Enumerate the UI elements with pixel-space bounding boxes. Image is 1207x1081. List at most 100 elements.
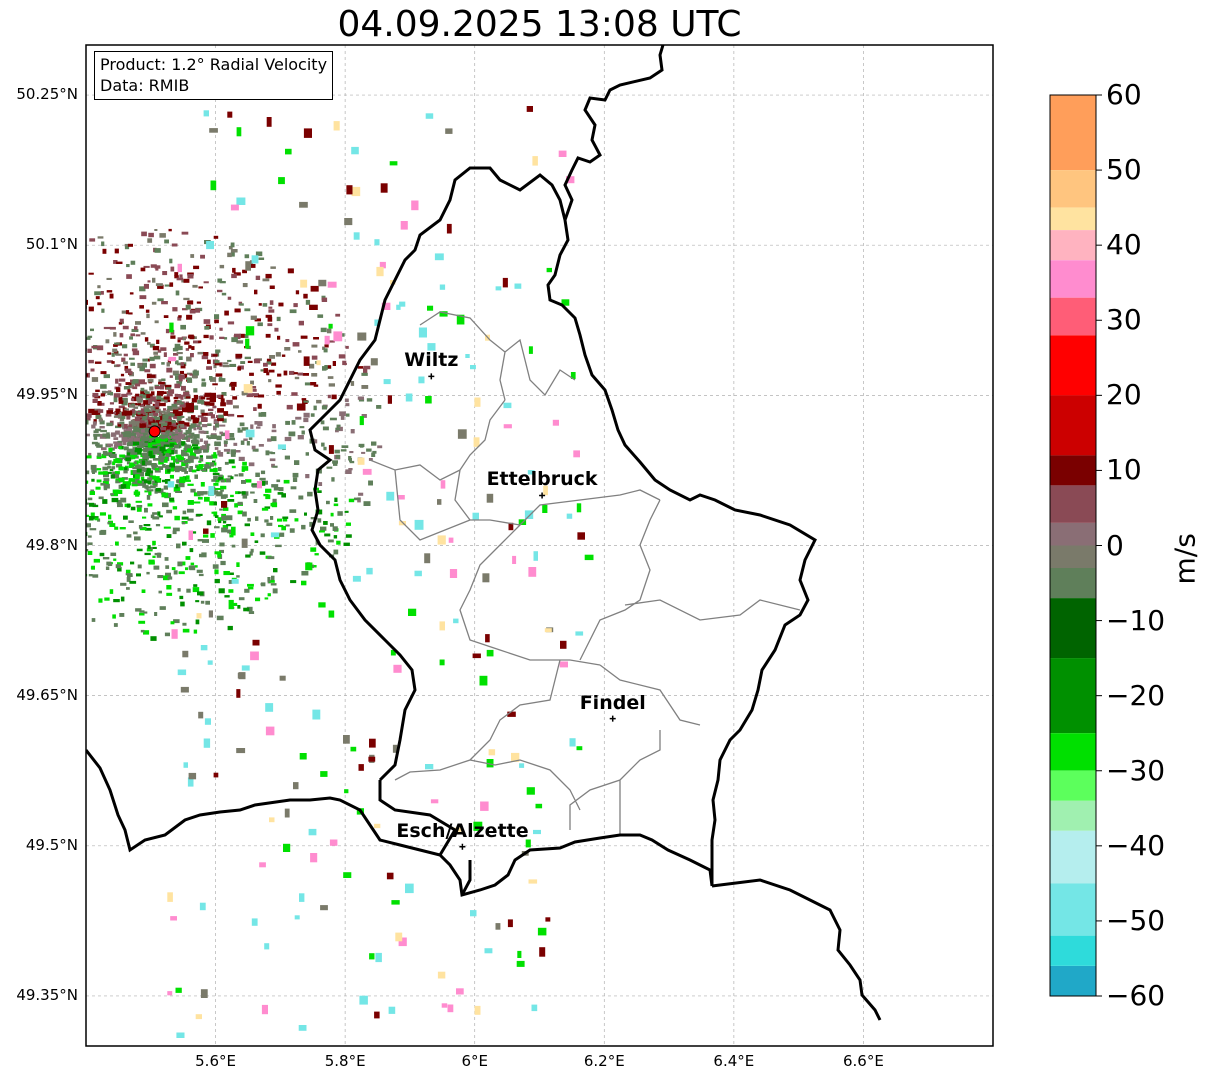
echo-pixel	[113, 260, 118, 264]
echo-pixel	[560, 640, 567, 649]
echo-pixel	[215, 423, 220, 428]
echo-pixel	[335, 454, 340, 459]
echo-pixel	[10, 466, 16, 470]
echo-pixel	[437, 971, 446, 979]
echo-pixel	[154, 416, 161, 421]
echo-pixel	[225, 515, 233, 521]
colorbar-band	[1050, 95, 1096, 171]
echo-pixel	[220, 485, 227, 490]
echo-pixel	[115, 413, 120, 418]
echo-pixel	[357, 457, 365, 465]
echo-pixel	[132, 350, 140, 356]
echo-pixel	[135, 447, 142, 452]
echo-pixel	[131, 348, 138, 352]
echo-pixel	[238, 597, 245, 601]
echo-pixel	[31, 572, 34, 577]
echo-pixel	[43, 343, 50, 346]
echo-pixel	[484, 948, 493, 954]
echo-pixel	[227, 111, 233, 118]
echo-pixel	[368, 480, 373, 486]
echo-pixel	[168, 356, 177, 362]
echo-pixel	[212, 383, 218, 386]
echo-pixel	[37, 554, 44, 557]
echo-pixel	[172, 347, 179, 352]
echo-pixel	[168, 421, 172, 426]
echo-pixel	[268, 306, 273, 309]
echo-pixel	[129, 462, 136, 467]
echo-pixel	[154, 612, 158, 616]
lat-tick-label: 49.35°N	[16, 985, 78, 1004]
echo-pixel	[57, 409, 60, 414]
echo-pixel	[154, 465, 158, 468]
echo-pixel	[359, 995, 368, 1005]
echo-pixel	[353, 232, 360, 240]
colorbar-tick-label: 30	[1106, 303, 1142, 337]
echo-pixel	[147, 460, 152, 464]
echo-pixel	[191, 469, 197, 473]
echo-pixel	[94, 517, 99, 521]
echo-pixel	[63, 568, 68, 570]
echo-pixel	[199, 902, 206, 911]
echo-pixel	[252, 388, 257, 392]
echo-pixel	[207, 412, 213, 416]
echo-pixel	[219, 281, 226, 284]
echo-pixel	[127, 574, 133, 577]
echo-pixel	[376, 266, 384, 277]
echo-pixel	[305, 452, 309, 456]
echo-pixel	[0, 304, 4, 309]
echo-pixel	[204, 401, 211, 406]
echo-pixel	[125, 457, 132, 462]
echo-pixel	[508, 522, 514, 531]
echo-pixel	[186, 356, 192, 362]
echo-pixel	[31, 431, 37, 433]
echo-pixel	[449, 569, 458, 578]
echo-pixel	[293, 782, 299, 790]
echo-pixel	[139, 612, 145, 616]
echo-pixel	[139, 305, 144, 309]
echo-pixel	[220, 402, 226, 407]
echo-pixel	[357, 366, 364, 369]
echo-pixel	[78, 349, 83, 351]
echo-pixel	[200, 417, 208, 422]
echo-pixel	[176, 400, 182, 403]
echo-pixel	[33, 323, 36, 328]
echo-pixel	[141, 439, 148, 443]
echo-pixel	[8, 450, 12, 453]
echo-pixel	[46, 361, 52, 364]
echo-pixel	[154, 229, 158, 231]
echo-pixel	[126, 461, 131, 465]
echo-pixel	[189, 548, 194, 553]
echo-pixel	[40, 445, 44, 448]
echo-pixel	[130, 454, 134, 458]
echo-pixel	[122, 397, 128, 401]
echo-pixel	[196, 465, 203, 470]
echo-pixel	[247, 517, 251, 522]
echo-pixel	[22, 497, 27, 500]
echo-pixel	[15, 312, 20, 316]
echo-pixel	[333, 331, 343, 342]
echo-pixel	[269, 300, 274, 305]
echo-pixel	[209, 501, 214, 506]
product-info-box: Product: 1.2° Radial Velocity Data: RMIB	[94, 51, 334, 100]
echo-pixel	[245, 261, 251, 271]
echo-pixel	[200, 645, 208, 651]
echo-pixel	[73, 333, 80, 338]
echo-pixel	[136, 397, 141, 401]
colorbar-tick-label: −30	[1106, 753, 1166, 787]
echo-pixel	[245, 326, 255, 336]
echo-pixel	[81, 494, 86, 496]
echo-pixel	[193, 340, 200, 344]
echo-pixel	[212, 405, 217, 409]
echo-pixel	[418, 376, 425, 384]
echo-pixel	[129, 336, 133, 340]
echo-pixel	[495, 286, 502, 291]
echo-pixel	[150, 391, 155, 396]
echo-pixel	[62, 430, 67, 434]
echo-pixel	[163, 396, 170, 400]
echo-pixel	[95, 389, 100, 392]
echo-pixel	[159, 446, 166, 452]
echo-pixel	[439, 621, 445, 631]
echo-pixel	[437, 499, 442, 505]
echo-pixel	[67, 329, 73, 333]
colorbar-band	[1050, 800, 1096, 831]
